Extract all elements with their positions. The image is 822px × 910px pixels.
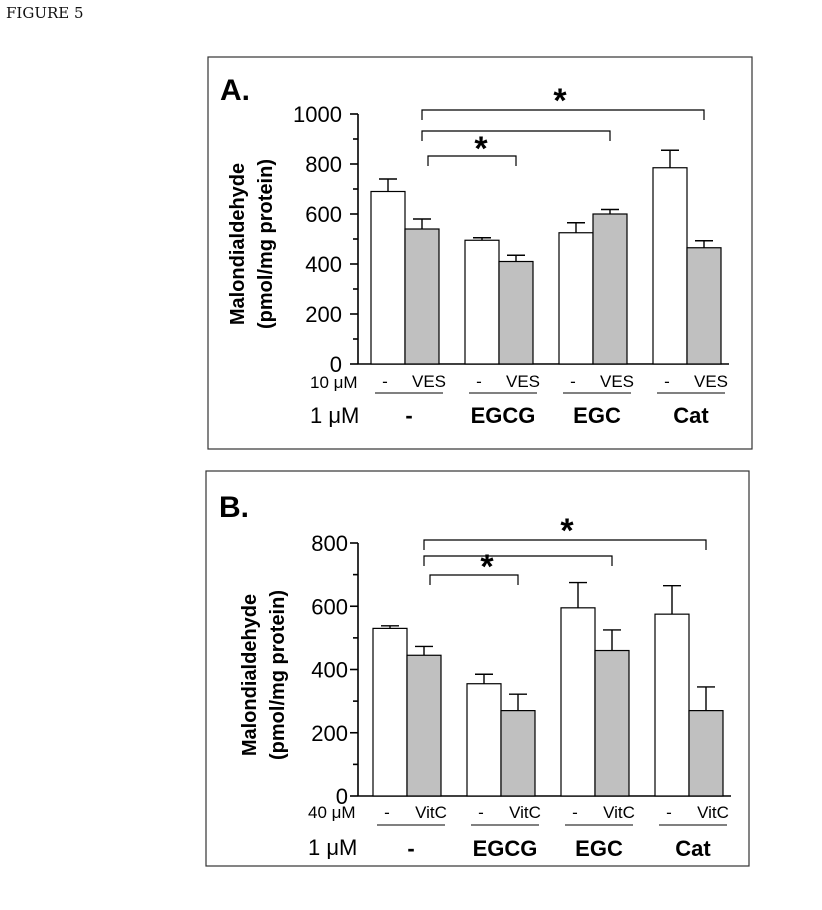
panel-b-y-tick-label: 0 [336, 784, 348, 809]
panel-b-significance-star: * [560, 512, 574, 550]
panel-a-bar-control [558, 232, 594, 365]
panel-a-category-label: - [405, 403, 412, 428]
panel-b-significance-bracket [429, 574, 519, 585]
panel-a-significance-bracket [421, 109, 705, 120]
panel-b-treatment-label: VitC [603, 803, 635, 822]
panel-b-category-label: Cat [675, 836, 711, 861]
panel-b-treatment-row-label: 40 μM [308, 803, 356, 822]
panel-b-group-row-label: 1 μM [308, 835, 357, 860]
panel-a-treatment-label: VES [506, 372, 540, 391]
panel-a-y-tick-label: 600 [305, 202, 342, 227]
panel-a-bar-treated [686, 247, 722, 365]
panel-b-frame [205, 470, 750, 867]
panel-a-bar-control [370, 190, 406, 365]
panel-b-significance-bracket [423, 539, 707, 550]
panel-a-bar-treated [404, 228, 440, 365]
panel-a-category-label: EGCG [471, 403, 536, 428]
panel-a-y-tick-label: 0 [330, 352, 342, 377]
panel-a-y-tick-label: 800 [305, 152, 342, 177]
panel-b-category-label: EGCG [473, 836, 538, 861]
panel-b-treatment-label: VitC [509, 803, 541, 822]
panel-b-category-label: EGC [575, 836, 623, 861]
panel-a-bar-control [652, 167, 688, 365]
panel-b-treatment-label: - [478, 803, 484, 822]
panel-a-treatment-label: - [382, 372, 388, 391]
panel-a-treatment-label: - [570, 372, 576, 391]
panel-b-y-tick-label: 800 [311, 531, 348, 556]
panel-a-treatment-label: VES [600, 372, 634, 391]
panel-b-bar-treated [406, 654, 442, 797]
panel-a-ylabel-line2: (pmol/mg protein) [255, 159, 277, 329]
panel-b-significance-star: * [480, 548, 494, 586]
panel-b-bar-treated [688, 710, 724, 797]
panel-b-label: B. [219, 491, 249, 524]
panel-b-bar-treated [594, 649, 630, 797]
figure-caption: FIGURE 5 [6, 4, 84, 22]
panel-b-y-tick-label: 400 [311, 658, 348, 683]
panel-a-treatment-row-label: 10 μM [310, 373, 358, 392]
panel-b-treatment-label: - [384, 803, 390, 822]
panel-b-y-tick-label: 200 [311, 721, 348, 746]
panel-a-ylabel-line1: Malondialdehyde [227, 163, 249, 325]
panel-a-bar-treated [498, 260, 534, 365]
panel-a-treatment-label: VES [412, 372, 446, 391]
panel-a-bar-control [464, 239, 500, 365]
panel-a-category-label: Cat [673, 403, 709, 428]
panel-a-significance-star: * [553, 82, 567, 120]
panel-a-frame [207, 56, 753, 450]
panel-a-significance-star: * [474, 130, 488, 168]
panel-a-significance-bracket [427, 155, 517, 166]
panel-b-y-tick-label: 600 [311, 594, 348, 619]
panel-b-bar-control [654, 613, 690, 797]
panel-b-bar-treated [500, 710, 536, 797]
panel-a-bar-treated [592, 213, 628, 365]
panel-a-y-tick-label: 1000 [293, 102, 342, 127]
panel-b-treatment-label: VitC [415, 803, 447, 822]
panel-b-bar-control [372, 627, 408, 797]
panel-a-treatment-label: - [664, 372, 670, 391]
panel-b-ylabel-line1: Malondialdehyde [239, 594, 261, 756]
panel-b-bar-control [560, 607, 596, 797]
panel-a-label: A. [220, 74, 250, 107]
panel-a-treatment-label: VES [694, 372, 728, 391]
panel-b-bar-control [466, 683, 502, 797]
panel-a-y-tick-label: 200 [305, 302, 342, 327]
panel-b-treatment-label: - [666, 803, 672, 822]
panel-a-category-label: EGC [573, 403, 621, 428]
panel-b-ylabel-line2: (pmol/mg protein) [267, 590, 289, 760]
panel-b-category-label: - [407, 836, 414, 861]
panel-a-y-tick-label: 400 [305, 252, 342, 277]
panel-a-significance-bracket [421, 130, 611, 141]
panel-a-group-row-label: 1 μM [310, 403, 359, 428]
panel-b-treatment-label: VitC [697, 803, 729, 822]
panel-b-treatment-label: - [572, 803, 578, 822]
panel-a-treatment-label: - [476, 372, 482, 391]
panel-b-significance-bracket [423, 555, 613, 566]
